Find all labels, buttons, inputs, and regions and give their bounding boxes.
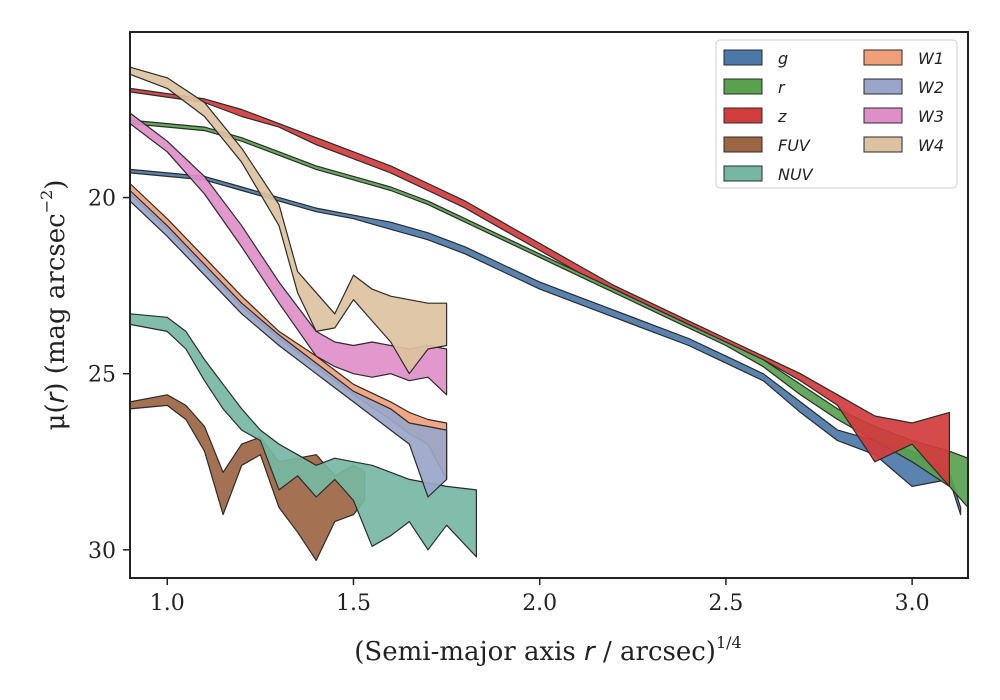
legend-label-fuv: FUV xyxy=(778,136,811,155)
y-tick-label: 20 xyxy=(88,187,116,212)
plot-areas xyxy=(129,66,969,562)
y-axis-title-end: ) xyxy=(41,180,71,190)
series-band-z xyxy=(129,87,951,487)
y-axis-title-sup: −2 xyxy=(37,190,56,214)
x-axis-title-var: r xyxy=(584,637,597,667)
plot-frame xyxy=(129,31,969,579)
legend-swatch-fuv xyxy=(723,136,763,153)
y-tick-label: 30 xyxy=(88,539,116,564)
y-axis-title-mid: ) (mag arcsec xyxy=(41,213,71,392)
legend-swatch-w2 xyxy=(863,78,903,95)
x-axis: 1.0 1.5 2.0 2.5 3.0 xyxy=(150,578,930,616)
x-tick-label: 1.0 xyxy=(150,591,185,616)
legend-swatch-w3 xyxy=(863,107,903,124)
y-axis-title-var: r xyxy=(41,390,71,403)
legend-label-w4: W4 xyxy=(918,136,944,155)
x-axis-title-sup: 1/4 xyxy=(716,633,742,652)
x-tick-label: 3.0 xyxy=(895,591,930,616)
series-band-nuv xyxy=(129,313,477,558)
legend-label-w3: W3 xyxy=(918,107,944,126)
legend-label-z: z xyxy=(777,107,787,126)
legend-label-w2: W2 xyxy=(918,78,944,97)
series-band-w4 xyxy=(129,66,448,375)
legend-label-r: r xyxy=(778,78,786,97)
legend-swatch-w4 xyxy=(863,136,903,153)
legend-swatch-nuv xyxy=(723,165,763,182)
legend-swatch-r xyxy=(723,78,763,95)
series-band-w2 xyxy=(129,189,448,498)
x-tick-label: 2.5 xyxy=(708,591,743,616)
y-axis-title: μ(r) (mag arcsec−2) xyxy=(37,180,71,431)
legend-swatch-z xyxy=(723,107,763,124)
y-axis-title-mu: μ( xyxy=(41,403,71,430)
y-axis: 20 25 30 xyxy=(88,187,130,564)
x-axis-title-mid: / arcsec) xyxy=(595,637,716,667)
x-tick-label: 1.5 xyxy=(336,591,371,616)
x-tick-label: 2.0 xyxy=(522,591,557,616)
legend: grz FUV NUV W1 W2 W3 W4 xyxy=(715,39,958,189)
x-axis-title: (Semi-major axis r / arcsec)1/4 xyxy=(354,633,741,667)
legend-label-w1: W1 xyxy=(918,49,944,68)
legend-label-g: g xyxy=(778,49,788,68)
legend-label-nuv: NUV xyxy=(778,165,814,184)
x-axis-title-prefix: (Semi-major axis xyxy=(354,637,584,667)
series-band-g xyxy=(129,168,962,516)
legend-swatch-w1 xyxy=(863,49,903,66)
legend-swatch-g xyxy=(723,49,763,66)
y-tick-label: 25 xyxy=(88,363,116,388)
series-band-w3 xyxy=(129,112,448,396)
